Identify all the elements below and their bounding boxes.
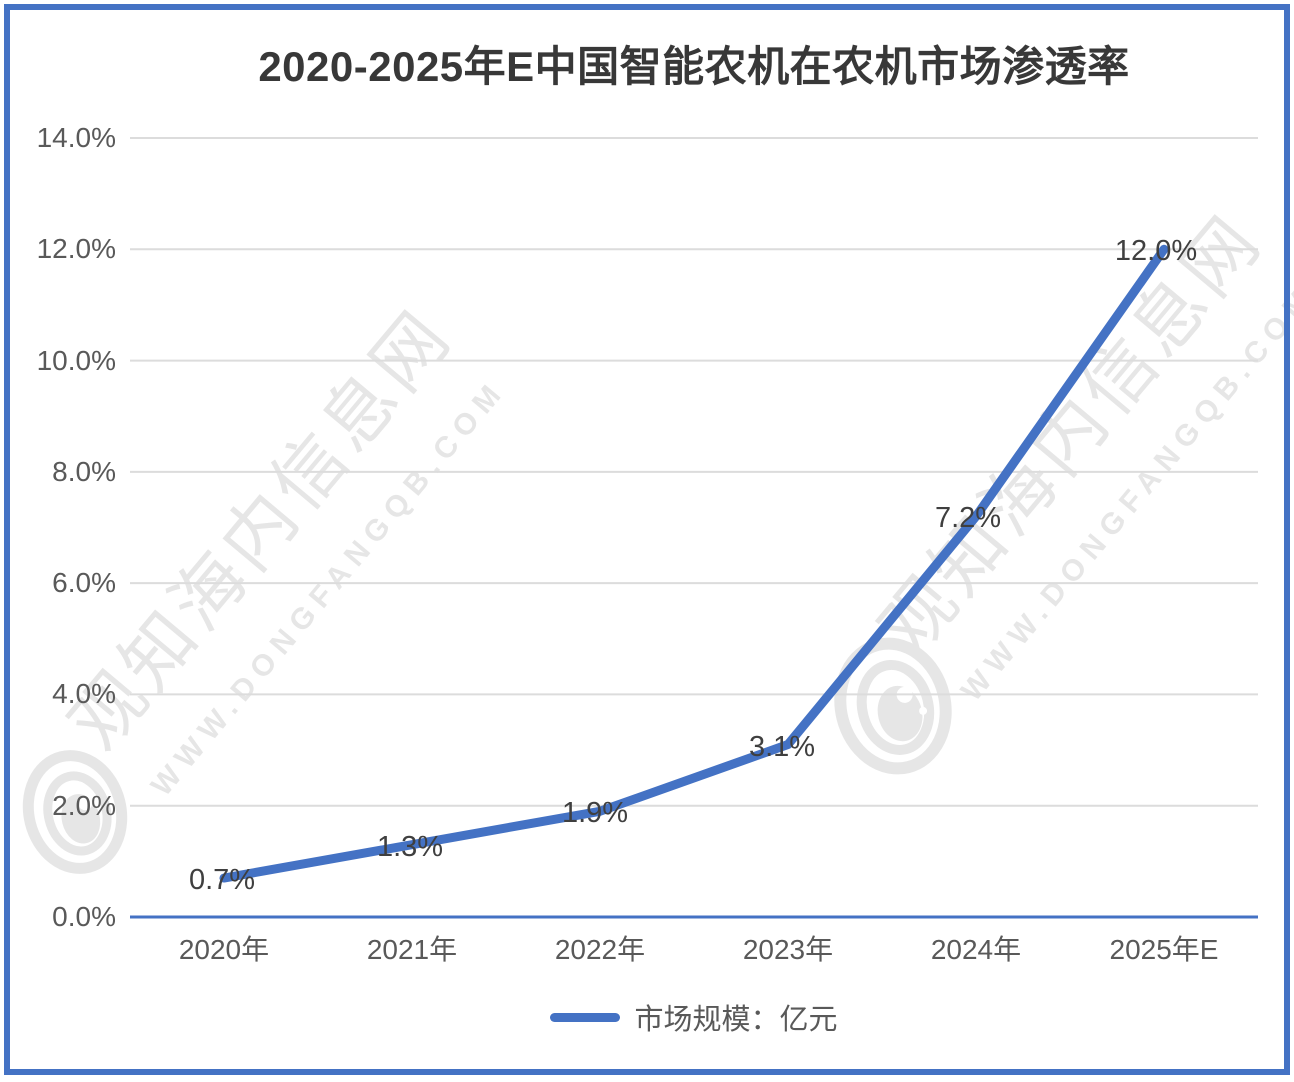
series-line	[219, 244, 1169, 883]
y-tick-label: 6.0%	[52, 567, 116, 599]
watermark-eye-logo	[834, 637, 952, 775]
y-tick-label: 4.0%	[52, 678, 116, 710]
watermark-eye-logo	[22, 750, 128, 874]
chart-title: 2020-2025年E中国智能农机在农机市场渗透率	[258, 43, 1130, 90]
y-tick-label: 8.0%	[52, 455, 116, 487]
legend-line-marker	[550, 1012, 621, 1022]
legend: 市场规模：亿元	[130, 997, 1258, 1037]
x-tick-label: 2022年	[554, 934, 646, 965]
data-label: 7.2%	[934, 502, 1002, 535]
data-label: 0.7%	[188, 864, 256, 897]
y-tick-label: 2.0%	[52, 789, 116, 821]
data-label: 1.9%	[561, 797, 629, 830]
data-label: 1.3%	[376, 830, 444, 863]
y-tick-label: 10.0%	[36, 344, 116, 376]
data-label: 12.0%	[1114, 235, 1198, 268]
y-tick-label: 12.0%	[36, 233, 116, 265]
data-label: 3.1%	[748, 730, 816, 763]
x-tick-label: 2025年E	[1109, 934, 1219, 965]
x-tick-label: 2024年	[930, 934, 1022, 965]
x-tick-label: 2023年	[742, 934, 834, 965]
y-tick-label: 14.0%	[36, 122, 116, 153]
legend-label: 市场规模：亿元	[634, 1004, 838, 1036]
x-tick-label: 2021年	[366, 934, 458, 965]
y-tick-label: 0.0%	[52, 901, 116, 932]
x-tick-label: 2020年	[178, 934, 270, 965]
